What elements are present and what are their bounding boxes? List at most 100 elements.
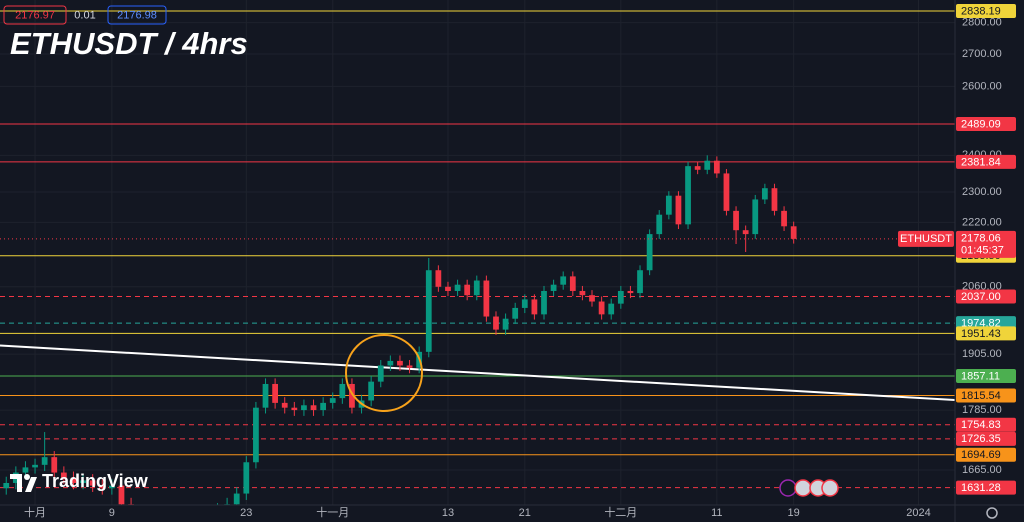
candle-body (733, 210, 739, 231)
last-price-box (956, 230, 1016, 258)
level-label: 1754.83 (961, 419, 1001, 431)
event-icons (779, 479, 839, 497)
level-label-box (956, 289, 1016, 304)
event-icon[interactable] (821, 479, 839, 497)
ask-price: 2176.98 (117, 9, 157, 21)
candle-body (713, 160, 720, 174)
candle-body (32, 464, 38, 468)
level-label-box (956, 480, 1016, 495)
candle-body (339, 383, 346, 399)
candle-body (253, 407, 259, 463)
level-label: 1857.11 (961, 370, 1000, 382)
candle-body (512, 307, 519, 319)
symbol-label: ETHUSDT (900, 233, 952, 245)
bid-price: 2176.97 (15, 9, 55, 21)
candle-body (233, 493, 240, 505)
bid-box (3, 5, 67, 25)
x-tick-label: 13 (442, 507, 454, 519)
level-label: 1951.43 (961, 328, 1001, 340)
candle-body (569, 276, 576, 291)
candle-body (291, 407, 298, 411)
candle-body (704, 160, 711, 170)
candle-body (41, 457, 48, 465)
candle-body (521, 299, 528, 308)
candle-body (70, 477, 77, 483)
candle-body (60, 472, 67, 478)
candle-body (464, 284, 471, 296)
level-label-box (956, 431, 1016, 446)
price-axis: 2800.002700.002600.002400.002300.002220.… (954, 0, 1024, 522)
candle-body (589, 295, 595, 302)
event-icon[interactable] (779, 479, 797, 497)
candle-body (301, 405, 307, 411)
x-tick-label: 2024 (906, 507, 930, 519)
level-label: 2489.09 (961, 118, 1001, 130)
candle-body (397, 360, 403, 366)
candle-body (761, 188, 768, 200)
highlight-circle (345, 334, 423, 412)
candle-body (685, 166, 691, 225)
candle-body (80, 480, 86, 483)
candle-body (531, 299, 538, 315)
candle-body (406, 365, 413, 368)
candle-body (3, 482, 10, 489)
candle-body (108, 485, 115, 489)
level-label-box (956, 369, 1016, 384)
candle-body (262, 383, 269, 408)
candle-body (272, 383, 279, 403)
level-label-box (956, 154, 1016, 169)
spread: 0.01 (74, 9, 95, 21)
logo: TradingView (10, 471, 149, 492)
level-label-box (956, 417, 1016, 432)
candle-body (579, 290, 586, 296)
y-tick-label: 2600.00 (962, 80, 1002, 92)
candle-body (387, 360, 394, 366)
level-label: 2838.19 (961, 5, 1001, 17)
time-axis: 十月 9 23 十一月 13 21 十二月 11 19 2024 (0, 504, 1024, 519)
candle-body (435, 270, 442, 287)
y-tick-label: 1905.00 (962, 348, 1002, 360)
symbol-box (898, 230, 954, 247)
candle-body (445, 286, 451, 291)
level-label-box (956, 3, 1016, 18)
y-tick-label: 2700.00 (962, 48, 1002, 60)
candle-body (473, 280, 480, 296)
countdown-label: 01:45:37 (961, 245, 1004, 257)
level-label: 2037.00 (961, 291, 1001, 303)
candle-body (781, 210, 787, 227)
y-tick-label: 1665.00 (962, 464, 1002, 476)
candle-body (22, 467, 29, 473)
candle-body (425, 270, 432, 352)
candle-body (377, 365, 384, 382)
candle-body (627, 290, 634, 294)
plot-area (0, 10, 955, 505)
level-label-box (956, 116, 1016, 131)
candle-body (320, 402, 327, 411)
candle-body (656, 214, 663, 235)
candle-body (560, 276, 567, 285)
candle-body (790, 226, 797, 239)
candle-body (752, 199, 759, 235)
level-label: 1726.35 (961, 433, 1001, 445)
candle-body (502, 318, 509, 330)
level-label-box (956, 326, 1016, 341)
candle-body (646, 234, 653, 271)
event-icon[interactable] (794, 479, 812, 497)
candle-body (771, 188, 778, 211)
candle-body (483, 280, 490, 317)
x-tick-label: 十月 (24, 505, 46, 519)
candle-body (742, 230, 749, 235)
candle-body (329, 398, 336, 403)
y-tick-label: 1785.00 (962, 404, 1002, 416)
grid (0, 0, 955, 505)
candle-body (637, 270, 643, 294)
candle-body (51, 457, 58, 473)
x-tick-label: 19 (788, 507, 800, 519)
settings-icon[interactable] (986, 507, 998, 519)
candle-body (541, 290, 547, 315)
candle-body (617, 290, 624, 304)
candle-body (550, 284, 557, 291)
candle-body (598, 301, 605, 315)
